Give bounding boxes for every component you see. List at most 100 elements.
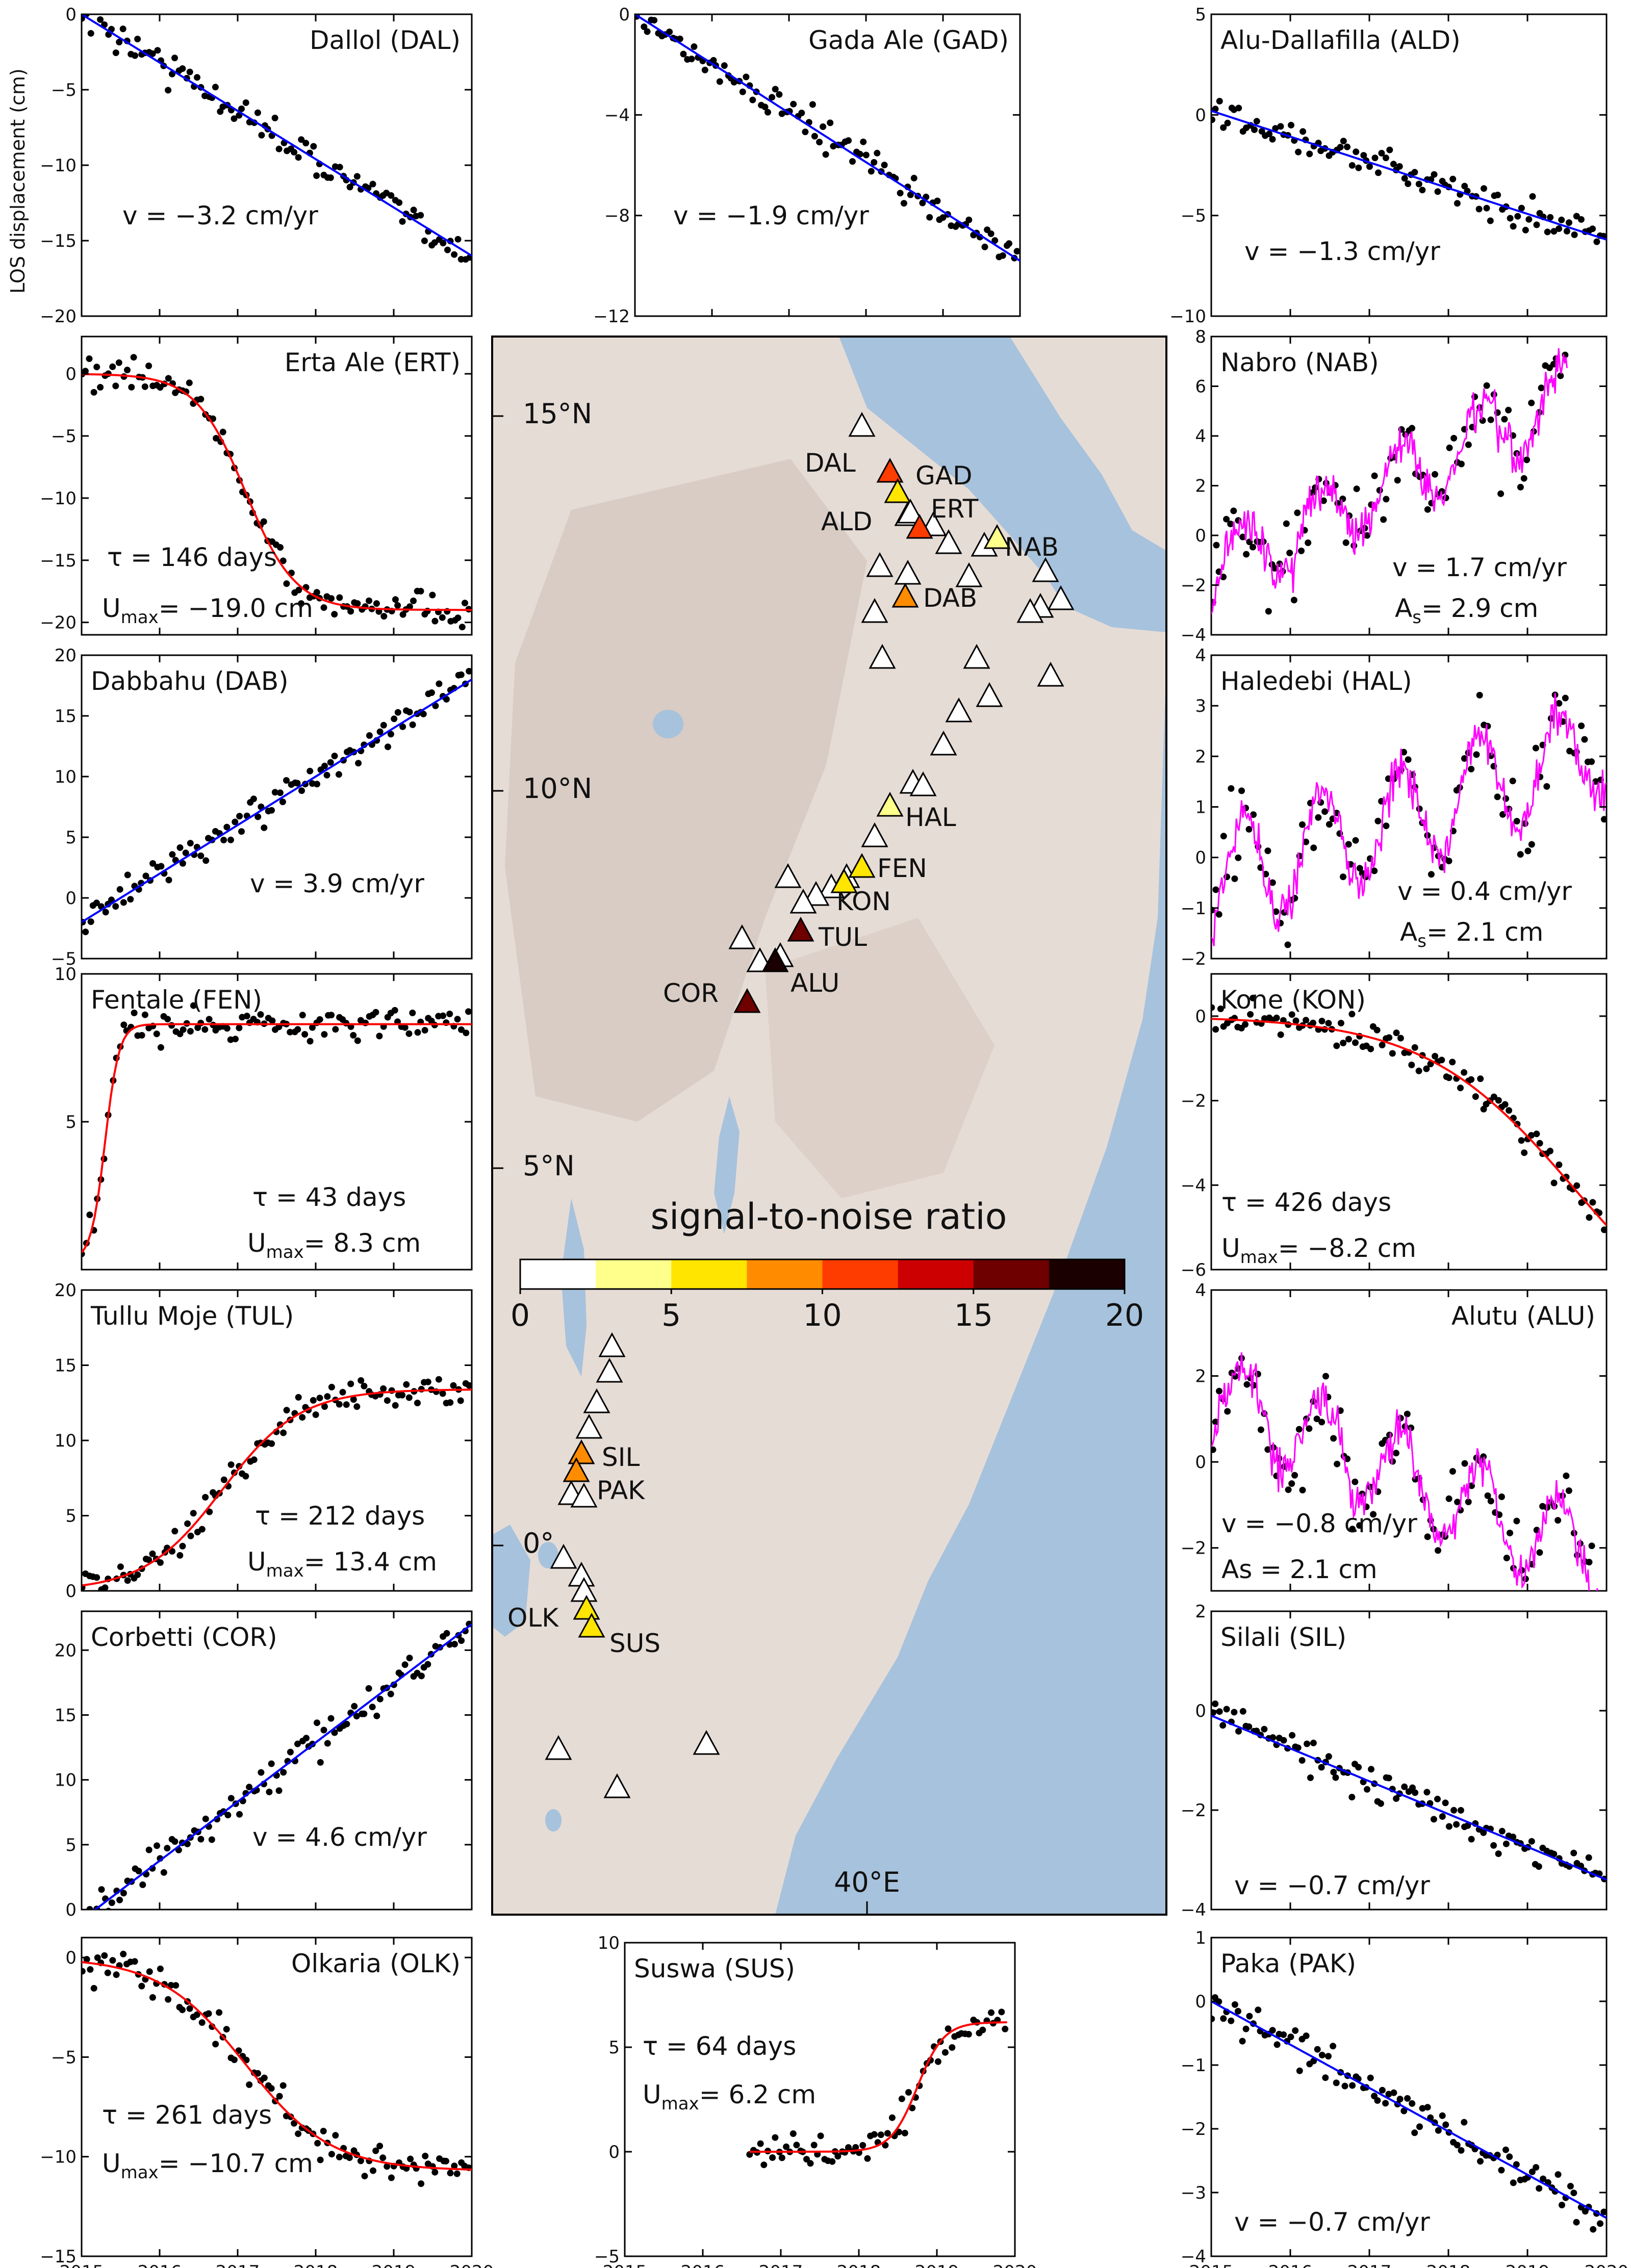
data-point — [160, 1869, 167, 1876]
data-point — [431, 617, 439, 625]
panel-frame — [1210, 654, 1608, 960]
data-point — [283, 580, 290, 587]
data-point — [384, 1397, 391, 1404]
y-tick-label: −6 — [1181, 1260, 1206, 1280]
y-tick-label: 3 — [1195, 696, 1206, 716]
data-point — [117, 1563, 124, 1570]
data-point — [1212, 1419, 1219, 1426]
data-point — [1243, 1381, 1251, 1388]
data-point — [688, 56, 695, 63]
data-point — [1006, 240, 1012, 247]
data-point — [1273, 2041, 1281, 2048]
annotation-text: v = 3.9 cm/yr — [250, 869, 424, 898]
y-tick-label: −10 — [40, 156, 77, 176]
data-point — [320, 1726, 327, 1734]
data-point — [1368, 1766, 1374, 1773]
data-point — [1230, 507, 1237, 514]
data-point — [179, 860, 186, 867]
data-point — [1585, 1854, 1592, 1861]
volcano-label-cor: COR — [663, 978, 719, 1008]
data-point — [320, 604, 327, 611]
data-point — [757, 2140, 764, 2147]
data-point — [179, 1542, 186, 1550]
data-point — [90, 1921, 97, 1928]
data-point — [394, 709, 401, 716]
data-point — [1497, 490, 1505, 497]
data-point — [1522, 226, 1529, 234]
data-point — [417, 587, 424, 595]
volcano-marker — [570, 1482, 598, 1508]
data-point — [1550, 1850, 1558, 1858]
data-point — [1424, 506, 1431, 513]
data-point — [391, 1007, 398, 1014]
panel-frame — [81, 654, 473, 960]
y-tick-label: 5 — [65, 1835, 77, 1855]
data-point — [388, 2174, 395, 2181]
y-tick-label: −4 — [1181, 625, 1206, 646]
data-point — [299, 1012, 306, 1019]
data-point — [298, 787, 305, 794]
x-tick-label: 2016 — [138, 2262, 182, 2268]
data-point — [1231, 1709, 1238, 1716]
data-point — [1374, 817, 1382, 824]
data-point — [93, 364, 100, 371]
data-point — [1495, 1097, 1502, 1104]
panel-title: Corbetti (COR) — [91, 1622, 277, 1652]
annotation-text: Umax= −19.0 cm — [102, 594, 313, 628]
model-line — [1211, 1714, 1607, 1881]
data-point — [294, 1026, 301, 1033]
data-point — [336, 594, 343, 601]
volcano-marker — [728, 924, 756, 949]
data-point — [120, 899, 127, 906]
data-point — [1345, 841, 1352, 848]
data-point — [1216, 1708, 1223, 1715]
data-point — [324, 1393, 331, 1400]
data-point — [184, 1520, 191, 1527]
data-point — [816, 139, 823, 146]
data-point — [361, 2173, 368, 2180]
data-point — [165, 1996, 172, 2003]
data-point — [405, 1030, 413, 1037]
data-point — [934, 2058, 941, 2065]
data-point — [422, 2152, 429, 2159]
volcano-marker — [848, 411, 876, 437]
volcano-marker-ert — [906, 513, 933, 539]
data-point — [1409, 425, 1415, 432]
data-point — [1409, 1784, 1416, 1791]
data-point — [142, 872, 149, 880]
data-point — [339, 1388, 346, 1396]
data-point — [295, 1394, 302, 1401]
data-point — [1558, 216, 1565, 223]
data-point — [135, 1868, 142, 1874]
panel-frame — [624, 1942, 1016, 2257]
data-point — [1253, 118, 1260, 125]
panel-erta-ale-ert: 0 −5 −10 −15 −20 Erta Ale (ERT) τ = 146 days Um… — [40, 336, 473, 636]
data-point — [429, 591, 436, 599]
data-point — [154, 47, 161, 54]
data-point — [353, 1403, 361, 1410]
data-point — [1449, 1468, 1456, 1475]
data-point — [1533, 1130, 1540, 1138]
data-point — [852, 2144, 859, 2151]
data-point — [213, 435, 220, 442]
data-point — [1494, 191, 1501, 198]
data-point — [417, 212, 424, 219]
volcano-marker — [1037, 661, 1064, 687]
panel-title: Dabbahu (DAB) — [91, 666, 289, 696]
data-point — [165, 375, 172, 382]
data-point — [651, 17, 658, 24]
data-point — [269, 1017, 276, 1024]
data-point — [220, 837, 227, 843]
data-point — [845, 137, 852, 144]
colorbar-segment — [747, 1259, 823, 1289]
data-point — [1271, 565, 1278, 572]
data-point — [451, 251, 458, 258]
data-point — [406, 709, 413, 715]
data-point — [1446, 444, 1453, 451]
data-point — [1543, 783, 1550, 790]
volcano-marker-hal — [876, 791, 904, 817]
data-point — [97, 384, 104, 391]
data-point — [405, 1394, 413, 1401]
data-point — [1593, 238, 1600, 245]
data-point — [1235, 854, 1242, 861]
